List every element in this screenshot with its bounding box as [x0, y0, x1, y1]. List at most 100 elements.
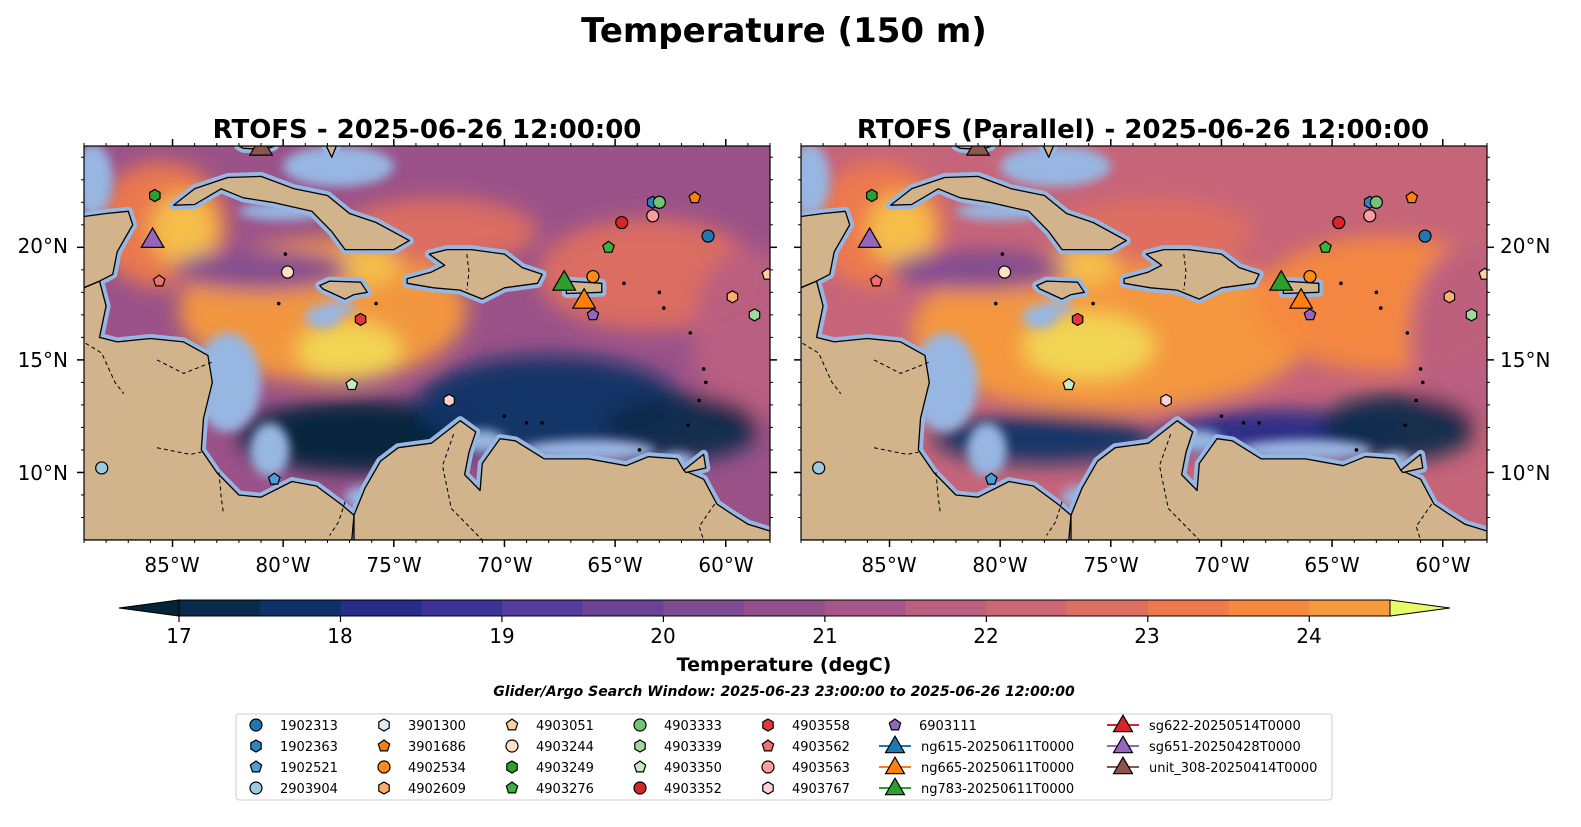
shallow-patch-campeche-bank [801, 146, 830, 216]
colorbar-bin [421, 600, 503, 616]
colorbar-bin [1309, 600, 1391, 616]
glider-marker-sg651-20250428T0000 [140, 226, 165, 248]
obs-marker-4903767 [1160, 393, 1172, 408]
obs-marker-6903111 [1303, 308, 1317, 321]
obs-marker-4902534 [586, 269, 600, 284]
glider-marker-ng665-20250611T0000 [1288, 287, 1314, 309]
legend-label: 4903249 [536, 761, 594, 776]
legend-obs-marker [249, 760, 263, 773]
colorbar-tick-label: 18 [327, 624, 352, 648]
small-island [688, 331, 693, 335]
legend-entry-4903350: 4903350 [633, 760, 722, 776]
small-island [993, 301, 998, 306]
legend-label: 2903904 [280, 782, 338, 797]
landmass-central-america [801, 280, 1072, 540]
legend-label: 4903276 [536, 782, 594, 797]
small-island [283, 252, 288, 256]
temperature-patch-yucatan-core-hot [867, 193, 934, 266]
country-border [84, 341, 125, 395]
legend-entry-4903352: 4903352 [633, 781, 722, 797]
obs-marker-3901300 [774, 455, 784, 467]
shallow-patch-pedro-bank [320, 301, 357, 315]
colorbar-bin [259, 600, 341, 616]
axis-ticks [794, 139, 1494, 547]
small-island [1405, 331, 1410, 335]
country-border [1183, 254, 1187, 291]
country-border [156, 359, 213, 374]
colorbar-bin [179, 600, 261, 616]
landmass-cuba [172, 175, 410, 251]
x-tick-label: 75°W [366, 553, 421, 577]
landmass-yucatan [801, 210, 851, 289]
country-border [466, 254, 470, 291]
legend-obs-marker [378, 718, 390, 732]
legend-obs-marker [249, 781, 263, 795]
landmass-cuba [889, 175, 1127, 251]
land-mask [801, 146, 1487, 540]
legend-entry-4903051: 4903051 [505, 718, 594, 734]
legend-obs-marker [505, 718, 519, 731]
obs-marker-4902534 [1303, 269, 1317, 284]
landmass-yucatan [84, 210, 134, 289]
obs-marker-4903558 [1071, 312, 1084, 327]
legend-label: 4903562 [792, 740, 850, 755]
country-border [698, 503, 716, 540]
small-island [1414, 398, 1418, 403]
legend-glider-marker [884, 755, 906, 775]
shallow-patch-bahamas-bank [1000, 146, 1111, 187]
colorbar-tick-label: 19 [489, 624, 514, 648]
country-border [1046, 501, 1063, 536]
temperature-patch-mid-basin-hot [1022, 312, 1156, 381]
legend-label: 4903558 [792, 719, 850, 734]
search-window-caption: Glider/Argo Search Window: 2025-06-23 23… [493, 684, 1075, 700]
observation-markers [95, 188, 770, 485]
colorbar-bin [824, 600, 907, 616]
x-tick-label: 80°W [972, 553, 1027, 577]
map-frame [800, 145, 1488, 541]
colorbar-bin [663, 600, 745, 616]
panel-title-rtofs-parallel: RTOFS (Parallel) - 2025-06-26 12:00:00 [857, 115, 1429, 145]
small-island [1418, 367, 1423, 371]
legend-label: 4902534 [408, 761, 466, 776]
legend-label: 4903767 [792, 782, 850, 797]
legend-label: sg622-20250514T0000 [1149, 719, 1301, 734]
x-tick-label: 60°W [1415, 553, 1470, 577]
obs-marker-4903563 [646, 209, 660, 223]
legend-label: 4903339 [664, 740, 722, 755]
obs-marker-4903051 [1478, 267, 1487, 280]
legend-label: 3901686 [408, 740, 466, 755]
landmass-bahamas-andros [325, 146, 337, 158]
land-mask [84, 146, 770, 540]
obs-marker-4903339 [1465, 308, 1478, 322]
legend-glider-marker [1112, 734, 1134, 754]
legend-entry-4903767: 4903767 [762, 781, 850, 797]
legend-entry-sg622-20250514T0000: sg622-20250514T0000 [1107, 713, 1301, 734]
legend-entry-3901300: 3901300 [378, 718, 466, 734]
legend-obs-marker [633, 760, 647, 773]
obs-marker-4903333 [1369, 195, 1383, 209]
temperature-patch-jamaica-north-hot [334, 245, 401, 286]
country-border [1415, 503, 1433, 540]
small-island [276, 301, 281, 306]
obs-marker-4903244 [997, 265, 1012, 279]
obs-marker-4903562 [152, 274, 166, 287]
legend-label: 4903051 [536, 719, 594, 734]
obs-marker-4903352 [615, 215, 629, 230]
obs-marker-1902313 [1418, 229, 1432, 243]
legend-label: 4903244 [536, 740, 594, 755]
glider-marker-unit_308-20250414T0000 [248, 146, 274, 156]
glider-marker-unit_308-20250414T0000 [965, 146, 991, 156]
obs-marker-6903111 [586, 308, 600, 321]
legend-label: 6903111 [919, 719, 977, 734]
obs-marker-1902521 [984, 472, 998, 485]
legend-entry-1902521: 1902521 [249, 760, 338, 776]
small-island [1403, 423, 1407, 427]
colorbar-bin [986, 600, 1068, 616]
colorbar: 17 18 19 20 21 22 23 24 Temperature (deg… [118, 599, 1451, 676]
small-island [657, 290, 662, 295]
legend-label: 1902521 [280, 761, 338, 776]
y-tick-label: 20°N [18, 234, 68, 258]
x-tick-label: 75°W [1083, 553, 1138, 577]
small-island [1339, 281, 1343, 286]
colorbar-tick-label: 22 [973, 624, 998, 648]
